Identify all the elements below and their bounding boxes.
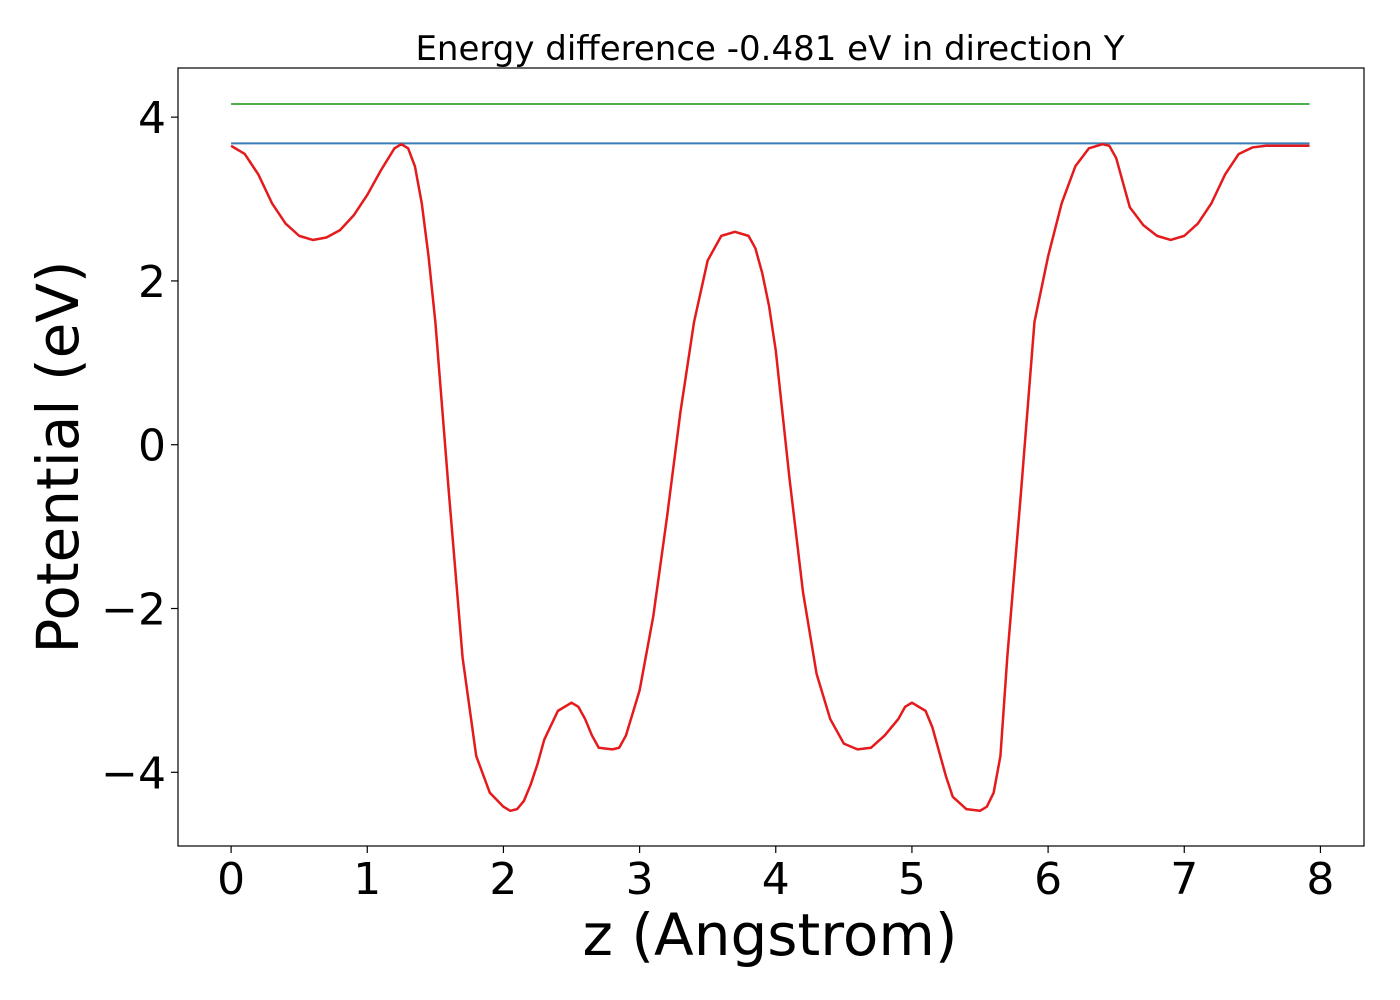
plot-frame [177,67,1365,847]
y-axis-title: Potential (eV) [24,260,92,653]
chart-title: Energy difference -0.481 eV in direction… [415,29,1124,69]
x-tick-label: 1 [353,854,381,905]
x-tick-label: 3 [626,854,654,905]
x-tick-label: 5 [898,854,926,905]
axis-ticks: 0 1 2 3 4 5 6 7 8 −4 −2 0 2 4 [101,93,1334,905]
y-tick-label: 2 [138,257,166,308]
y-tick-label: −4 [101,748,166,799]
x-tick-label: 2 [489,854,517,905]
y-tick-label: 0 [138,421,166,472]
x-tick-label: 8 [1306,854,1334,905]
x-tick-label: 0 [217,854,245,905]
potential-line [230,142,1310,813]
x-tick-label: 7 [1170,854,1198,905]
x-tick-label: 6 [1034,854,1062,905]
y-tick-label: 4 [138,93,166,144]
y-tick-label: −2 [101,585,166,636]
x-axis-title: z (Angstrom) [583,901,958,969]
series-layer [230,103,1310,813]
x-tick-label: 4 [762,854,790,905]
